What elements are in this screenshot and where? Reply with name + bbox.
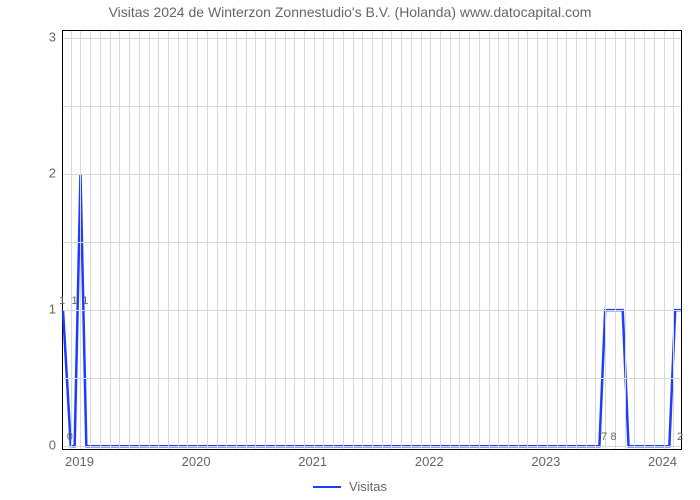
- legend-swatch: [313, 486, 341, 488]
- legend: Visitas: [0, 478, 700, 494]
- y-tick-label: 0: [36, 438, 56, 453]
- data-point-label: 2: [677, 431, 683, 443]
- data-point-label: 1: [72, 295, 78, 307]
- data-point-label: 0: [67, 431, 73, 443]
- plot-area: [62, 30, 682, 450]
- x-tick-label: 2020: [182, 454, 211, 469]
- x-tick-label: 2024: [648, 454, 677, 469]
- x-tick-label: 2021: [298, 454, 327, 469]
- y-tick-label: 3: [36, 29, 56, 44]
- y-tick-label: 2: [36, 165, 56, 180]
- x-tick-label: 2022: [415, 454, 444, 469]
- data-point-label: 8: [610, 431, 616, 443]
- chart-container: Visitas 2024 de Winterzon Zonnestudio's …: [0, 0, 700, 500]
- y-tick-label: 1: [36, 302, 56, 317]
- x-tick-label: 2023: [531, 454, 560, 469]
- data-point-label: 1: [59, 295, 65, 307]
- x-tick-label: 2019: [65, 454, 94, 469]
- chart-title: Visitas 2024 de Winterzon Zonnestudio's …: [0, 4, 700, 20]
- data-point-label: 1: [82, 295, 88, 307]
- legend-label: Visitas: [349, 479, 387, 494]
- data-point-label: 7: [601, 431, 607, 443]
